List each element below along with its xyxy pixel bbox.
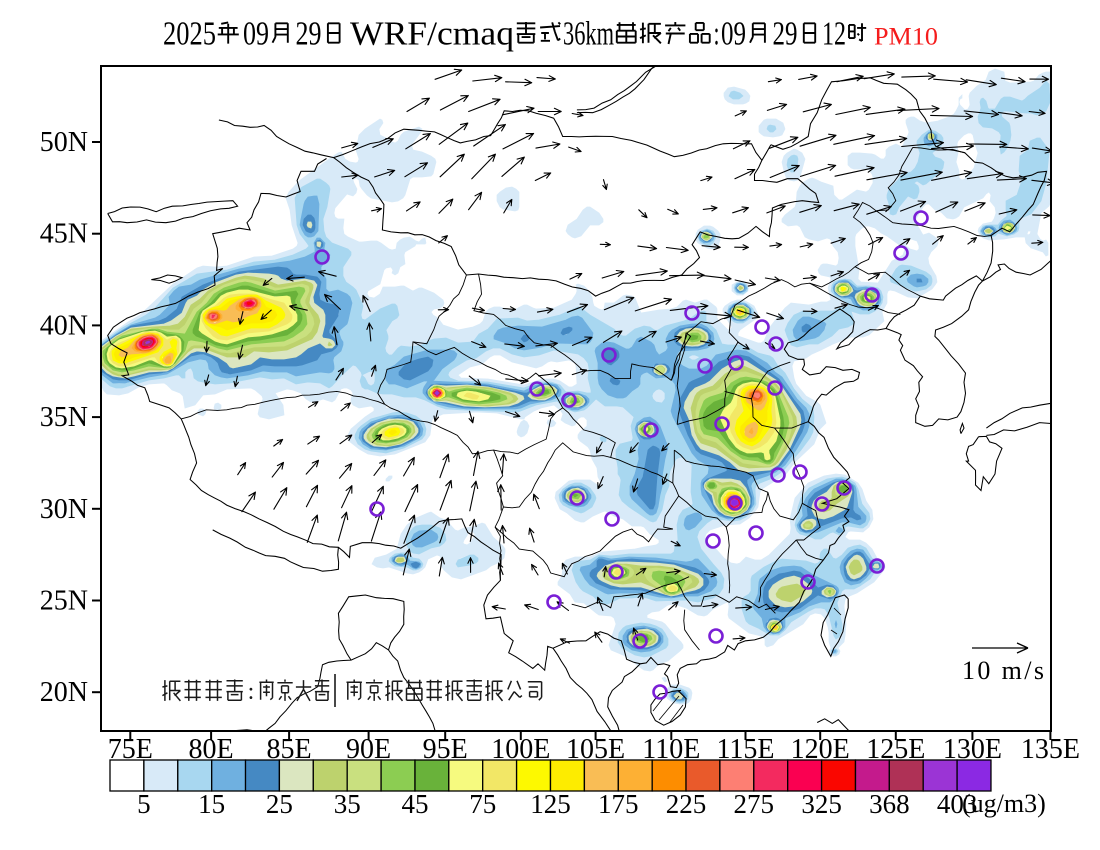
svg-text:75: 75 bbox=[469, 789, 496, 819]
svg-text:25N: 25N bbox=[40, 586, 88, 617]
svg-text:403: 403 bbox=[937, 789, 978, 819]
svg-text:135E: 135E bbox=[1021, 734, 1080, 765]
svg-text:40N: 40N bbox=[40, 310, 88, 341]
svg-text:PM10: PM10 bbox=[874, 24, 938, 51]
svg-text:35: 35 bbox=[334, 789, 361, 819]
svg-text::: : bbox=[248, 679, 255, 705]
svg-text:09: 09 bbox=[721, 16, 746, 53]
svg-text:225: 225 bbox=[666, 789, 707, 819]
svg-text:15: 15 bbox=[198, 789, 225, 819]
svg-text:35N: 35N bbox=[40, 402, 88, 433]
svg-text::: : bbox=[714, 16, 720, 53]
svg-text:30N: 30N bbox=[40, 494, 88, 525]
svg-text:20N: 20N bbox=[40, 677, 88, 708]
svg-text:29: 29 bbox=[773, 16, 798, 53]
svg-text:45N: 45N bbox=[40, 219, 88, 250]
svg-text:50N: 50N bbox=[40, 127, 88, 158]
svg-text:12: 12 bbox=[822, 16, 846, 53]
svg-text:09: 09 bbox=[243, 16, 269, 53]
svg-text:368: 368 bbox=[869, 789, 910, 819]
svg-text:WRF/cmaq: WRF/cmaq bbox=[350, 16, 514, 53]
svg-text:(ug/m3): (ug/m3) bbox=[962, 789, 1046, 818]
svg-text:2025: 2025 bbox=[163, 16, 216, 53]
svg-text:29: 29 bbox=[296, 16, 322, 53]
svg-text:36km: 36km bbox=[563, 16, 614, 53]
svg-text:275: 275 bbox=[734, 789, 775, 819]
svg-text:125: 125 bbox=[530, 789, 571, 819]
svg-text:5: 5 bbox=[137, 789, 151, 819]
svg-text:325: 325 bbox=[801, 789, 842, 819]
svg-text:25: 25 bbox=[266, 789, 293, 819]
svg-text:45: 45 bbox=[401, 789, 428, 819]
svg-text:175: 175 bbox=[598, 789, 639, 819]
